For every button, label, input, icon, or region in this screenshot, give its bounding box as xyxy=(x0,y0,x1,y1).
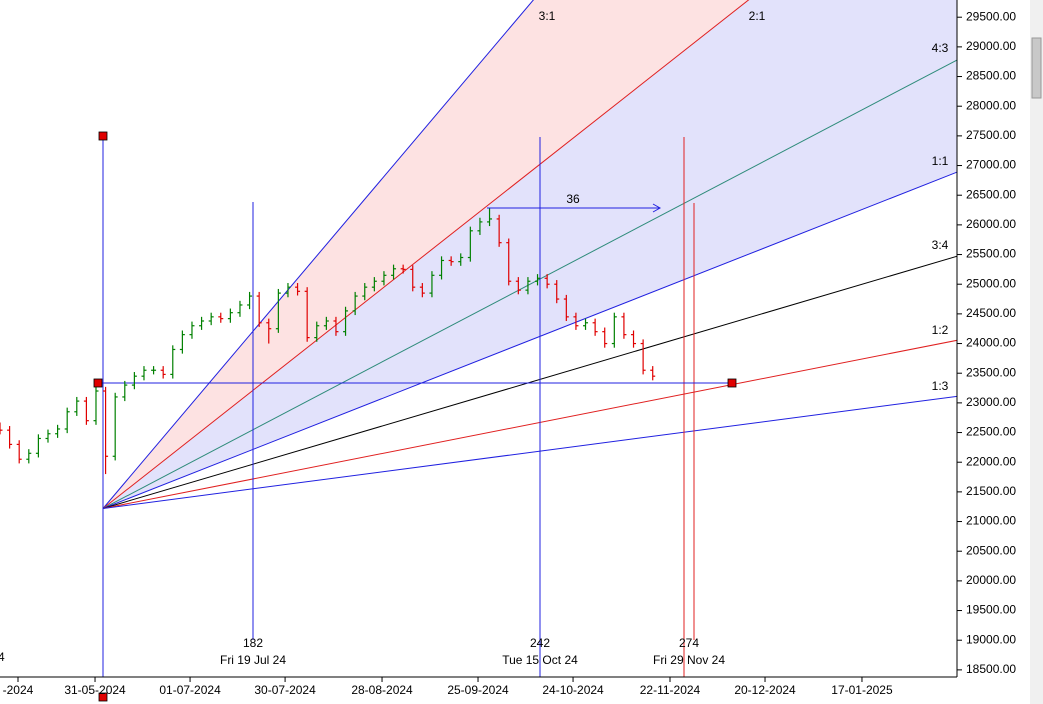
fan-label: 3:4 xyxy=(932,238,949,252)
fan-line xyxy=(102,0,534,509)
y-tick-label: 23000.00 xyxy=(966,395,1016,409)
x-tick-label: 28-08-2024 xyxy=(351,683,413,697)
fan-fill xyxy=(102,0,957,509)
fan-label: 1:3 xyxy=(932,379,949,393)
arrow-head xyxy=(652,203,662,213)
bar-count: 274 xyxy=(679,636,699,650)
fan-line xyxy=(102,395,957,509)
scrollbar[interactable] xyxy=(1030,0,1043,704)
bar-count: 182 xyxy=(243,636,263,650)
y-tick-label: 26000.00 xyxy=(966,217,1016,231)
handle xyxy=(93,378,103,388)
y-tick-label: 25000.00 xyxy=(966,276,1016,290)
x-tick-label: 01-07-2024 xyxy=(159,683,221,697)
y-tick-label: 19000.00 xyxy=(966,632,1016,646)
fan-label: 4:3 xyxy=(932,41,949,55)
scrollbar-thumb[interactable] xyxy=(1031,37,1042,99)
y-tick-label: 29000.00 xyxy=(966,39,1016,53)
y-tick-label: 20500.00 xyxy=(966,543,1016,557)
edge-label: 4 xyxy=(0,650,5,664)
y-tick-label: 25500.00 xyxy=(966,247,1016,261)
y-tick-label: 29500.00 xyxy=(966,9,1016,23)
x-tick-label: -2024 xyxy=(3,683,34,697)
y-tick-label: 24500.00 xyxy=(966,306,1016,320)
y-tick-label: 27000.00 xyxy=(966,158,1016,172)
y-tick-label: 19500.00 xyxy=(966,603,1016,617)
x-tick-label: 30-07-2024 xyxy=(254,683,316,697)
fan-label: 1:2 xyxy=(932,323,949,337)
y-tick-label: 22000.00 xyxy=(966,454,1016,468)
fan-line xyxy=(102,59,957,509)
fan-label: 1:1 xyxy=(932,154,949,168)
y-tick-label: 28500.00 xyxy=(966,69,1016,83)
y-tick-label: 26500.00 xyxy=(966,187,1016,201)
bar-date: Fri 29 Nov 24 xyxy=(653,653,725,667)
handle xyxy=(98,692,108,702)
fan-line xyxy=(102,171,957,509)
x-tick-label: 22-11-2024 xyxy=(640,683,701,697)
bar-count: 242 xyxy=(530,636,550,650)
y-tick-label: 24000.00 xyxy=(966,336,1016,350)
y-tick-label: 21000.00 xyxy=(966,514,1016,528)
y-tick-label: 21500.00 xyxy=(966,484,1016,498)
fan-line xyxy=(102,0,750,509)
y-tick-label: 23500.00 xyxy=(966,365,1016,379)
x-tick-label: 24-10-2024 xyxy=(542,683,604,697)
fan-label: 3:1 xyxy=(539,9,556,23)
y-tick-label: 27500.00 xyxy=(966,128,1016,142)
x-tick-label: 20-12-2024 xyxy=(734,683,796,697)
fan-line xyxy=(102,255,957,509)
handle xyxy=(98,131,108,141)
fan-label: 2:1 xyxy=(749,9,766,23)
x-tick-label: 25-09-2024 xyxy=(447,683,509,697)
y-tick-label: 28000.00 xyxy=(966,98,1016,112)
handle xyxy=(727,378,737,388)
y-tick-label: 22500.00 xyxy=(966,425,1016,439)
y-tick-label: 18500.00 xyxy=(966,662,1016,676)
x-tick-label: 31-05-2024 xyxy=(64,683,126,697)
x-tick-label: 17-01-2025 xyxy=(831,683,893,697)
fan-line xyxy=(102,339,957,509)
bar-date: Tue 15 Oct 24 xyxy=(502,653,578,667)
arrow-label: 36 xyxy=(566,192,580,206)
y-tick-label: 20000.00 xyxy=(966,573,1016,587)
bar-date: Fri 19 Jul 24 xyxy=(220,653,286,667)
